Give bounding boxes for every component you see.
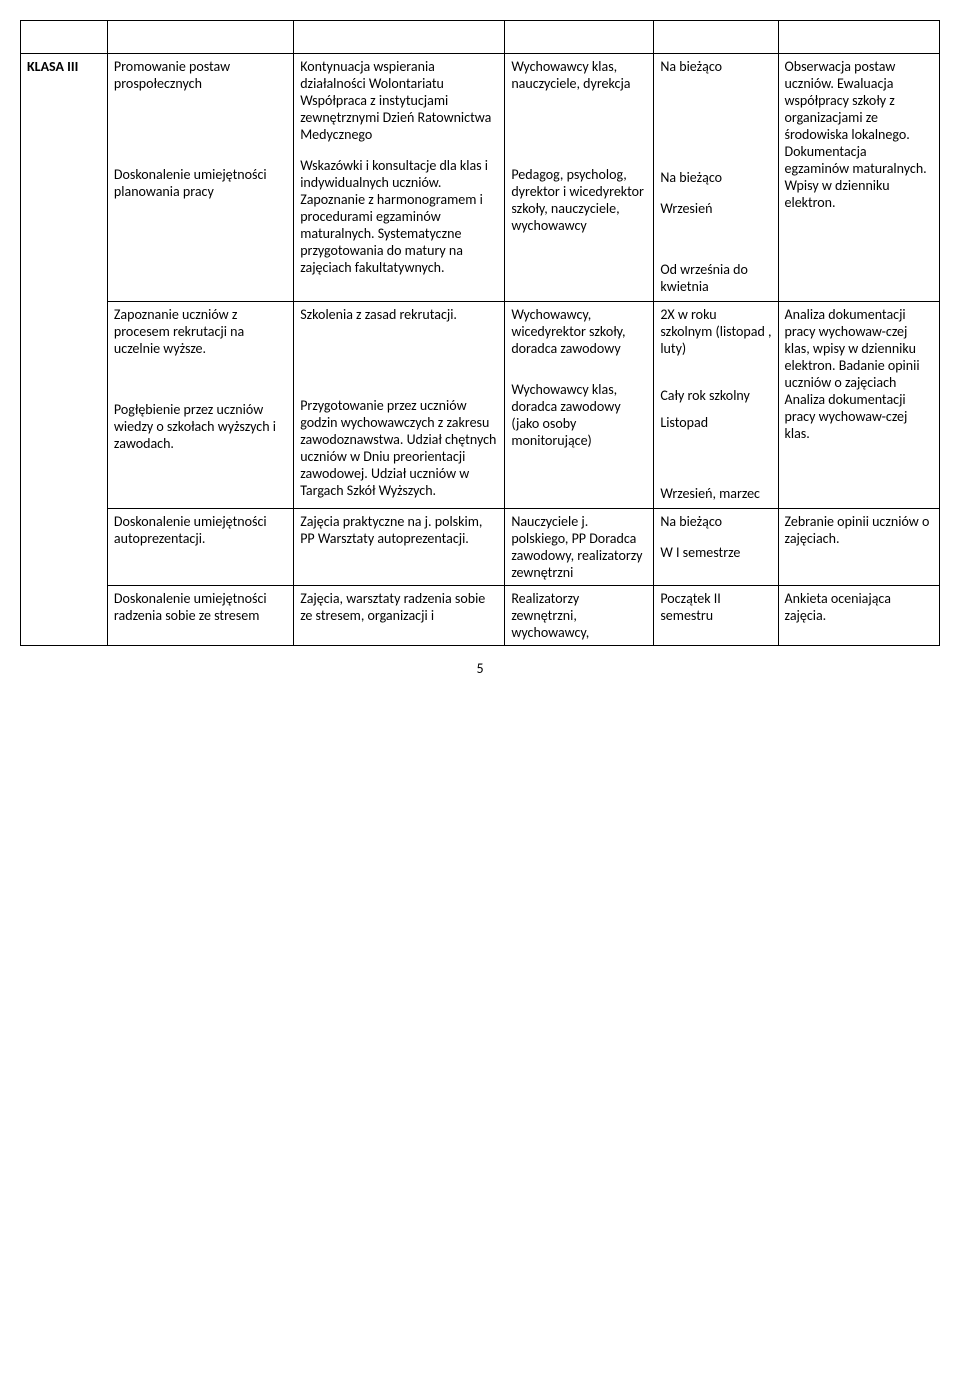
table-row-klasa: KLASA III Promowanie postaw prospołeczny… [21,54,940,302]
text: Wychowawcy klas, nauczyciele, dyrekcja [511,58,647,92]
text: Na bieżąco [660,58,771,75]
cell-r4-c1: Doskonalenie umiejętności radzenia sobie… [107,586,293,646]
text: W I semestrze [660,544,771,561]
cell-r3-c4: Na bieżąco W I semestrze [654,509,778,586]
text: Cały rok szkolny [660,387,771,404]
table-row: Zapoznanie uczniów z procesem rekrutacji… [21,302,940,509]
table-row: Doskonalenie umiejętności radzenia sobie… [21,586,940,646]
text: Obserwacja postaw uczniów. Ewaluacja wsp… [785,58,933,211]
cell-r1-c1: Promowanie postaw prospołecznych Doskona… [107,54,293,302]
text: Wskazówki i konsultacje dla klas i indyw… [300,157,498,276]
text: 2X w roku szkolnym (listopad , luty) [660,306,771,357]
text: Kontynuacja wspierania działalności Wolo… [300,58,498,143]
cell-r1-c3: Wychowawcy klas, nauczyciele, dyrekcja P… [505,54,654,302]
cell-r3-c2: Zajęcia praktyczne na j. polskim, PP War… [294,509,505,586]
cell-r1-c4: Na bieżąco Na bieżąco Wrzesień Od wrześn… [654,54,778,302]
text: Listopad [660,414,771,431]
text: Od września do kwietnia [660,261,771,295]
text: Wrzesień, marzec [660,485,771,502]
cell-r2-c3: Wychowawcy, wicedyrektor szkoły, doradca… [505,302,654,509]
cell-r3-c3: Nauczyciele j. polskiego, PP Doradca zaw… [505,509,654,586]
table-empty-row [21,21,940,54]
cell-r4-c4: Początek II semestru [654,586,778,646]
text: Pedagog, psycholog, dyrektor i wicedyrek… [511,166,647,234]
cell-r1-c2: Kontynuacja wspierania działalności Wolo… [294,54,505,302]
cell-r4-c2: Zajęcia, warsztaty radzenia sobie ze str… [294,586,505,646]
text: Szkolenia z zasad rekrutacji. [300,306,498,323]
text: Wrzesień [660,200,771,217]
cell-r1-c5: Obserwacja postaw uczniów. Ewaluacja wsp… [778,54,939,302]
text: Wychowawcy, wicedyrektor szkoły, doradca… [511,306,647,357]
text: Pogłębienie przez uczniów wiedzy o szkoł… [114,401,287,452]
text: Analiza dokumentacji pracy wychowaw-czej… [785,306,933,442]
cell-r4-c5: Ankieta oceniająca zajęcia. [778,586,939,646]
page-number: 5 [20,660,940,677]
cell-r2-c4: 2X w roku szkolnym (listopad , luty) Cał… [654,302,778,509]
text: Na bieżąco [660,513,771,530]
text: Przygotowanie przez uczniów godzin wycho… [300,397,498,499]
cell-r2-c1: Zapoznanie uczniów z procesem rekrutacji… [107,302,293,509]
cell-r3-c5: Zebranie opinii uczniów o zajęciach. [778,509,939,586]
text: Na bieżąco [660,169,771,186]
text: Promowanie postaw prospołecznych [114,58,287,92]
plan-table: KLASA III Promowanie postaw prospołeczny… [20,20,940,646]
cell-r2-c2: Szkolenia z zasad rekrutacji. Przygotowa… [294,302,505,509]
table-row: Doskonalenie umiejętności autoprezentacj… [21,509,940,586]
cell-r3-c1: Doskonalenie umiejętności autoprezentacj… [107,509,293,586]
text: Wychowawcy klas, doradca zawodowy (jako … [511,381,647,449]
cell-r4-c3: Realizatorzy zewnętrzni, wychowawcy, [505,586,654,646]
text: Zapoznanie uczniów z procesem rekrutacji… [114,306,287,357]
klasa-cell: KLASA III [21,54,108,646]
cell-r2-c5: Analiza dokumentacji pracy wychowaw-czej… [778,302,939,509]
text: Doskonalenie umiejętności planowania pra… [114,166,287,200]
